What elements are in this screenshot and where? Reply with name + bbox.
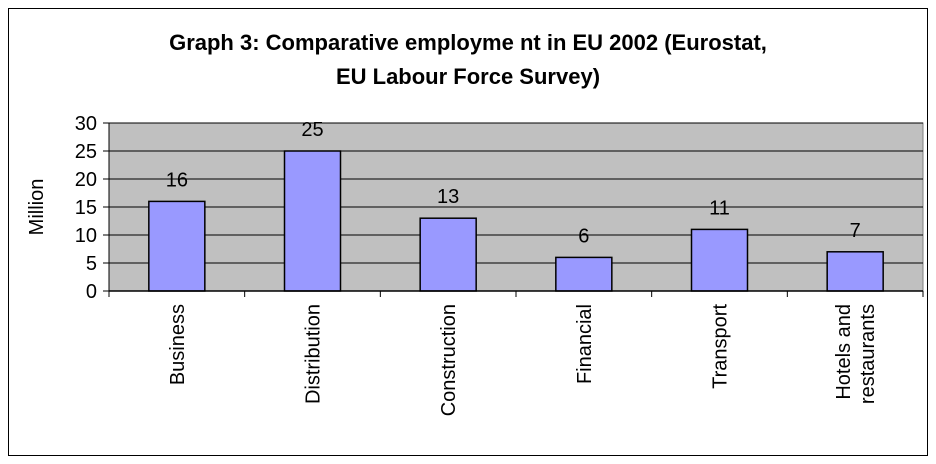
- bar-value-label: 7: [850, 220, 861, 242]
- chart-title-line-1: Graph 3: Comparative employme nt in EU 2…: [169, 30, 767, 55]
- bar-value-label: 6: [578, 225, 589, 247]
- bar-value-label: 25: [301, 119, 323, 141]
- bar-value-label: 13: [437, 186, 459, 208]
- y-tick-label: 25: [75, 141, 97, 163]
- bar-value-label: 11: [709, 197, 730, 219]
- y-tick-label: 20: [75, 169, 97, 191]
- y-tick-label: 0: [86, 281, 97, 303]
- x-tick-label: Financial: [574, 304, 596, 384]
- x-tick-label: Transport: [710, 304, 732, 389]
- y-tick-label: 10: [75, 225, 97, 247]
- bar: [148, 200, 206, 292]
- bar: [555, 256, 613, 292]
- chart-title-line-2: EU Labour Force Survey): [335, 64, 601, 89]
- bar: [826, 251, 884, 292]
- gridlines: [109, 122, 923, 264]
- y-axis: 0 5 10 15 20 25 30: [75, 113, 110, 303]
- bar: [690, 228, 749, 292]
- data-labels: 16 25 13 6 11 7: [166, 119, 861, 247]
- bar-value-label: 16: [166, 169, 188, 191]
- bars: [148, 150, 884, 292]
- x-axis: Business Distribution Construction Financia…: [108, 290, 924, 416]
- x-tick-label: Distribution: [303, 304, 325, 404]
- x-tick-label: Business: [167, 304, 189, 385]
- y-tick-label: 30: [75, 113, 97, 135]
- y-tick-label: 15: [75, 197, 97, 219]
- y-axis-label: Million: [26, 179, 48, 236]
- y-tick-label: 5: [86, 253, 97, 275]
- x-tick-label: restaurants: [857, 304, 879, 404]
- bar: [283, 150, 342, 292]
- bar: [419, 217, 477, 292]
- x-tick-label: Construction: [438, 304, 460, 416]
- x-tick-label: Hotels and: [833, 304, 855, 400]
